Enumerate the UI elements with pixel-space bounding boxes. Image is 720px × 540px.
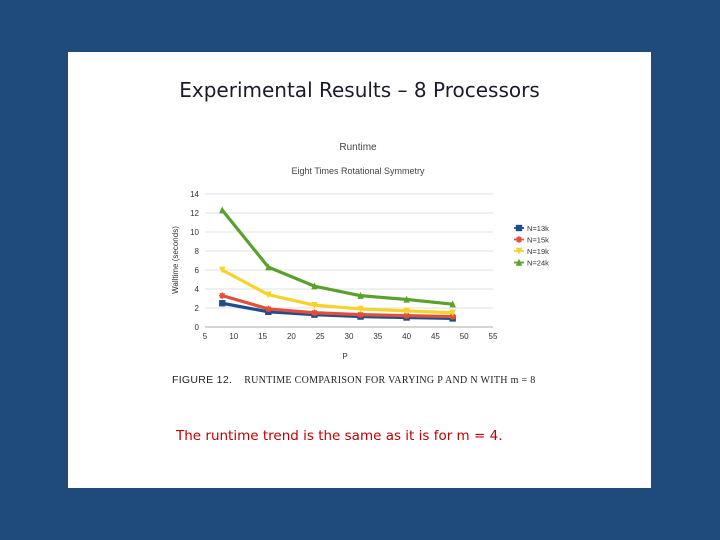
legend-item: N=19k (514, 247, 549, 256)
legend-label: N=13k (527, 224, 549, 233)
x-tick-label: 20 (287, 332, 296, 341)
x-tick-label: 5 (203, 332, 208, 341)
series-line (220, 294, 455, 319)
data-point (357, 311, 364, 318)
series-line (220, 268, 455, 315)
x-tick-label: 30 (345, 332, 354, 341)
legend-item: N=15k (514, 236, 549, 245)
data-point (265, 291, 272, 299)
data-point (403, 312, 410, 319)
runtime-chart: Runtime Eight Times Rotational Symmetry … (171, 142, 549, 361)
data-point (403, 307, 410, 315)
x-tick-label: 10 (229, 332, 238, 341)
data-point (515, 247, 523, 255)
series-n-24k (219, 206, 456, 308)
slide: Experimental Results – 8 Processors Runt… (68, 52, 651, 488)
series-line (220, 208, 455, 306)
figure-number: FIGURE 12. (172, 374, 233, 386)
y-tick-label: 10 (190, 228, 199, 237)
data-point (265, 263, 272, 271)
x-tick-label: 25 (316, 332, 325, 341)
x-tick-label: 45 (431, 332, 440, 341)
data-point (219, 300, 226, 307)
data-point (311, 282, 318, 290)
y-tick-label: 0 (195, 323, 200, 332)
data-point (515, 236, 523, 243)
chart-area: Runtime Eight Times Rotational Symmetry … (168, 136, 568, 426)
data-point (357, 291, 364, 299)
x-tick-label: 15 (258, 332, 267, 341)
data-point (311, 309, 318, 316)
x-tick-label: 40 (402, 332, 411, 341)
x-tick-label: 55 (489, 332, 498, 341)
data-point (357, 305, 364, 313)
series-n-15k (219, 292, 456, 320)
legend-label: N=15k (527, 236, 549, 245)
data-point (515, 224, 523, 232)
figure-caption: FIGURE 12. RUNTIME COMPARISON FOR VARYING… (172, 374, 592, 386)
data-point (219, 206, 226, 214)
data-point (449, 300, 456, 308)
slide-title: Experimental Results – 8 Processors (179, 78, 540, 102)
y-tick-label: 12 (190, 209, 199, 218)
figure-caption-text: RUNTIME COMPARISON FOR VARYING P AND N W… (244, 375, 536, 386)
chart-series (219, 206, 456, 322)
data-point (219, 266, 226, 274)
data-point (515, 258, 523, 266)
series-n-19k (219, 266, 456, 317)
chart-legend: N=13k N=15k N=19k N=24k (514, 224, 549, 268)
y-tick-label: 2 (195, 304, 200, 313)
data-point (403, 295, 410, 303)
legend-item: N=13k (514, 224, 549, 233)
data-point (449, 309, 456, 317)
y-tick-label: 14 (190, 190, 199, 199)
y-tick-label: 4 (195, 285, 200, 294)
data-point (265, 305, 272, 313)
chart-grid (205, 193, 493, 328)
series-line (220, 301, 455, 321)
runtime-note: The runtime trend is the same as it is f… (176, 428, 503, 444)
legend-item: N=24k (514, 259, 549, 268)
x-tick-label: 35 (373, 332, 382, 341)
data-point (311, 301, 318, 309)
axis-ticks: 0 2 4 6 8 10 12 14 5 10 15 20 25 30 35 40 45 50 55 (190, 190, 498, 341)
legend-label: N=19k (527, 247, 549, 256)
legend-label: N=24k (527, 259, 549, 268)
y-axis-label: Walltime (seconds) (171, 226, 180, 294)
x-axis-label: P (342, 352, 347, 361)
y-tick-label: 8 (195, 247, 200, 256)
data-point (219, 292, 226, 299)
chart-subtitle: Eight Times Rotational Symmetry (291, 166, 425, 176)
y-tick-label: 6 (195, 266, 200, 275)
chart-title: Runtime (339, 142, 377, 153)
x-tick-label: 50 (460, 332, 469, 341)
